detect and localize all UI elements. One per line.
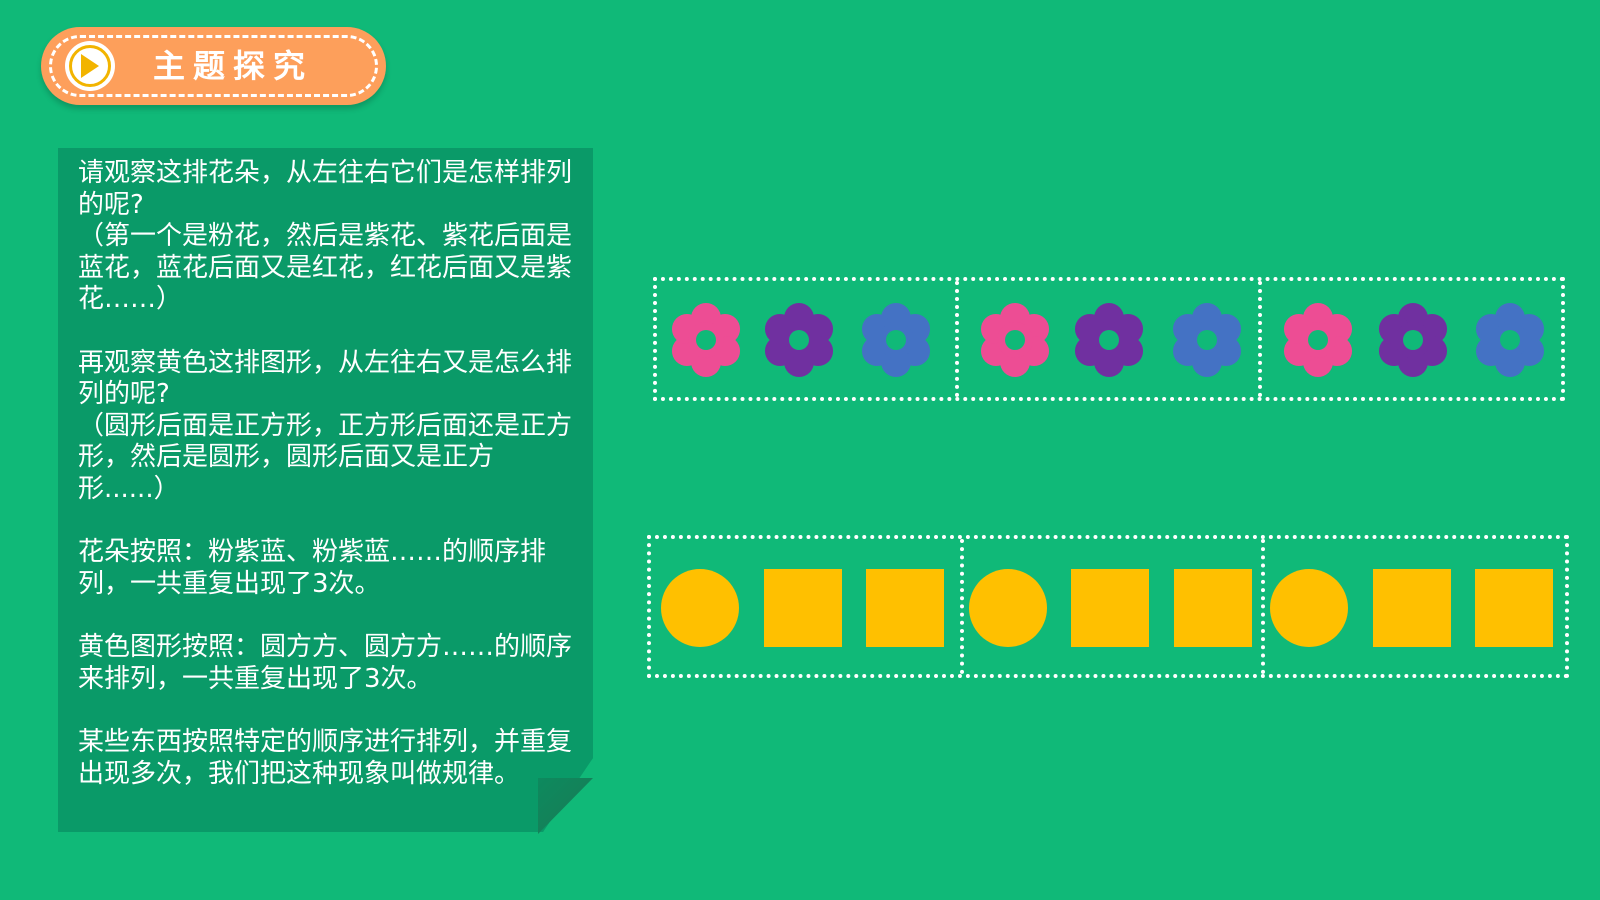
blue-flower-icon <box>1475 303 1545 377</box>
play-icon[interactable] <box>65 41 115 91</box>
title-dashed-border <box>49 35 378 97</box>
paragraph-definition: 某些东西按照特定的顺序进行排列，并重复出现多次，我们把这种现象叫做规律。 <box>78 727 573 789</box>
purple-flower-icon <box>1074 303 1144 377</box>
title-badge: 主题探究 <box>41 27 386 105</box>
page-title: 主题探究 <box>153 47 314 85</box>
yellow-square-shape <box>764 569 842 647</box>
yellow-square-shape <box>1174 569 1252 647</box>
yellow-square-shape <box>866 569 944 647</box>
blue-flower-icon <box>861 303 931 377</box>
purple-flower-icon <box>764 303 834 377</box>
yellow-circle-shape <box>661 569 739 647</box>
group-divider <box>1258 281 1262 397</box>
pink-flower-icon <box>980 303 1050 377</box>
paragraph-flowers-question: 请观察这排花朵，从左往右它们是怎样排列的呢? （第一个是粉花，然后是紫花、紫花后… <box>78 158 578 316</box>
shapes-answer: （圆形后面是正方形，正方形后面还是正方形，然后是圆形，圆形后面又是正方形....… <box>78 410 573 504</box>
shapes-question: 再观察黄色这排图形，从左往右又是怎么排列的呢? <box>78 347 573 410</box>
play-icon-ring <box>69 45 111 87</box>
flower-pattern-row <box>653 277 1565 401</box>
explanation-text: 请观察这排花朵，从左往右它们是怎样排列的呢? （第一个是粉花，然后是紫花、紫花后… <box>78 158 578 790</box>
paragraph-flower-rule: 花朵按照：粉紫蓝、粉紫蓝……的顺序排列，一共重复出现了3次。 <box>78 537 547 599</box>
yellow-circle-shape <box>969 569 1047 647</box>
yellow-square-shape <box>1071 569 1149 647</box>
play-icon-triangle <box>81 54 99 78</box>
group-divider <box>955 281 959 397</box>
group-divider <box>960 539 964 674</box>
yellow-square-shape <box>1373 569 1451 647</box>
flowers-question: 请观察这排花朵，从左往右它们是怎样排列的呢? <box>78 158 573 220</box>
shape-pattern-row <box>647 535 1569 678</box>
group-divider <box>1261 539 1265 674</box>
explanation-card <box>58 148 593 832</box>
paragraph-shapes-question: 再观察黄色这排图形，从左往右又是怎么排列的呢? （圆形后面是正方形，正方形后面还… <box>78 348 578 506</box>
flowers-answer: （第一个是粉花，然后是紫花、紫花后面是蓝花，蓝花后面又是红花，红花后面又是紫花…… <box>78 221 573 314</box>
yellow-square-shape <box>1475 569 1553 647</box>
purple-flower-icon <box>1378 303 1448 377</box>
pink-flower-icon <box>1283 303 1353 377</box>
paragraph-shape-rule: 黄色图形按照：圆方方、圆方方……的顺序来排列，一共重复出现了3次。 <box>78 632 573 694</box>
blue-flower-icon <box>1172 303 1242 377</box>
pink-flower-icon <box>671 303 741 377</box>
yellow-circle-shape <box>1270 569 1348 647</box>
